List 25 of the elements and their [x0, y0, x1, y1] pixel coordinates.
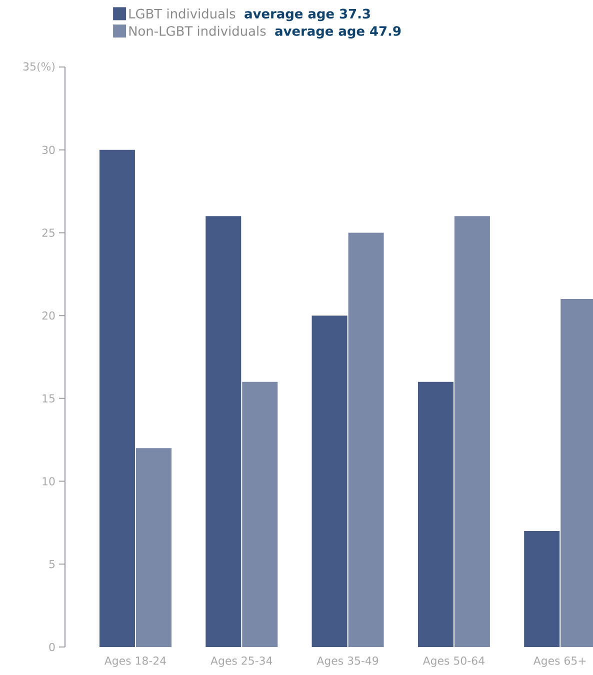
legend-label: Non-LGBT individuals: [129, 26, 266, 36]
y-tick-label: 15: [42, 394, 55, 402]
y-tick-label: 20: [42, 311, 55, 320]
legend-label: LGBT individuals: [129, 8, 236, 19]
bar: [454, 216, 490, 647]
x-tick-label: Ages 65+: [533, 656, 586, 667]
bar: [348, 232, 384, 647]
bar: [206, 216, 242, 647]
bar: [242, 382, 278, 647]
y-tick-label: 30: [42, 146, 55, 154]
bar: [418, 382, 454, 647]
x-tick-label: Ages 25-34: [210, 656, 272, 667]
bar: [136, 448, 172, 647]
x-tick-label: Ages 18-24: [104, 656, 166, 667]
y-tick-label: 0: [49, 642, 55, 652]
bar: [312, 316, 348, 647]
x-tick-label: Ages 35-49: [316, 656, 378, 667]
y-tick-label: 35(%): [23, 62, 55, 72]
y-tick-label: 25: [42, 228, 55, 237]
text: average age 47.9: [275, 26, 401, 38]
y-tick-label: 5: [49, 560, 55, 568]
y-tick-label: 10: [42, 477, 55, 486]
text: average age 37.3: [244, 8, 370, 22]
bar: [99, 150, 135, 647]
x-tick-label: Ages 50-64: [422, 656, 484, 667]
